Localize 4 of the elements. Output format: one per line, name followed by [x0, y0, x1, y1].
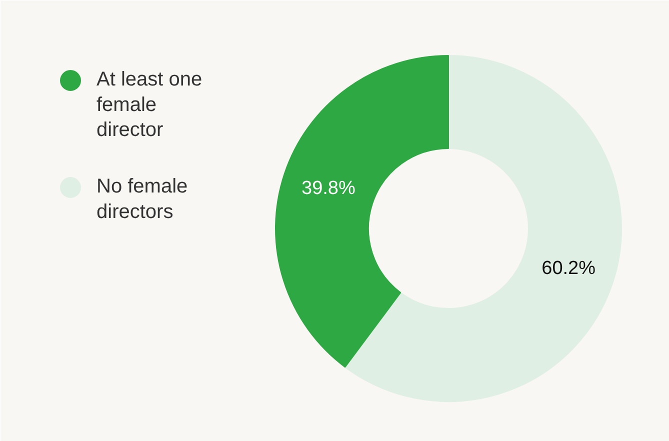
- data-label: 60.2%: [542, 258, 596, 279]
- data-label: 39.8%: [302, 178, 356, 200]
- legend-label: At least one female director: [96, 68, 202, 142]
- legend-label: No female directors: [96, 176, 188, 223]
